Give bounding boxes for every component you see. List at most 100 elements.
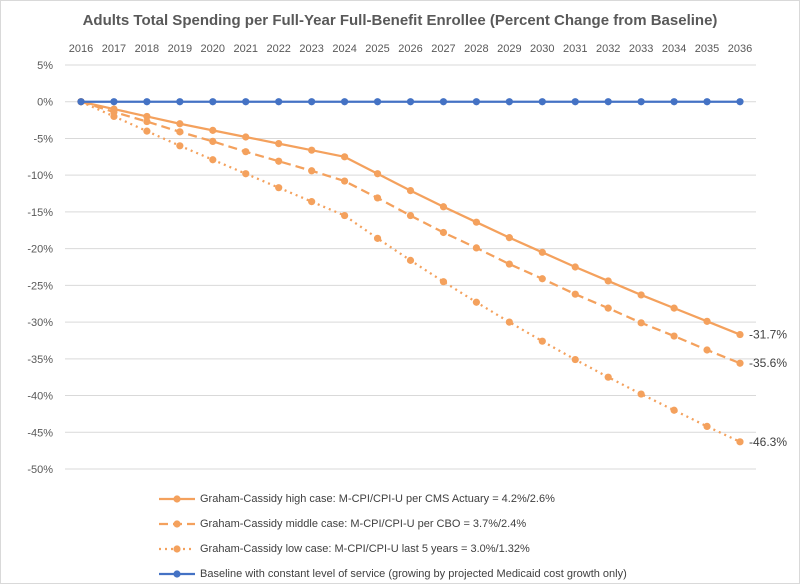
data-point	[538, 337, 546, 345]
x-tick-label: 2027	[431, 43, 455, 55]
data-point	[143, 127, 151, 135]
data-point	[176, 98, 184, 106]
data-point	[341, 98, 349, 106]
x-tick-label: 2022	[266, 43, 290, 55]
x-tick-label: 2016	[69, 43, 93, 55]
data-point	[538, 248, 546, 256]
data-point	[439, 98, 448, 106]
data-point	[670, 304, 678, 312]
data-point	[176, 142, 184, 150]
legend-item: Graham-Cassidy middle case: M-CPI/CPI-U …	[158, 511, 778, 536]
data-point	[703, 346, 711, 354]
data-point	[406, 256, 415, 264]
data-point	[736, 330, 744, 339]
data-point	[736, 359, 744, 367]
legend-swatch	[159, 494, 195, 503]
y-tick-label: -45%	[27, 427, 53, 439]
data-point	[176, 128, 184, 136]
x-tick-label: 2033	[629, 43, 653, 55]
data-point	[505, 98, 513, 106]
data-point	[308, 98, 316, 106]
x-tick-label: 2025	[365, 43, 389, 55]
data-point	[604, 373, 612, 381]
data-point	[571, 355, 579, 364]
data-point	[670, 332, 678, 340]
data-point	[242, 148, 250, 156]
y-tick-label: -50%	[27, 464, 53, 476]
data-point	[341, 177, 349, 185]
y-tick-label: -15%	[27, 207, 53, 219]
data-point	[176, 120, 184, 128]
data-point	[406, 98, 415, 106]
legend-swatch-marker	[173, 544, 181, 553]
data-point	[439, 278, 448, 286]
data-point	[637, 319, 645, 327]
legend-swatch-marker	[173, 569, 181, 578]
data-point	[571, 290, 579, 298]
data-point	[505, 318, 513, 326]
legend-swatch	[159, 544, 195, 553]
legend-label: Graham-Cassidy middle case: M-CPI/CPI-U …	[200, 517, 527, 530]
data-point	[571, 263, 579, 271]
legend-swatch	[159, 569, 195, 578]
y-tick-label: -25%	[27, 280, 53, 292]
x-tick-label: 2018	[135, 43, 159, 55]
y-tick-label: -20%	[27, 244, 53, 256]
legend-item: Graham-Cassidy high case: M-CPI/CPI-U pe…	[158, 486, 778, 511]
x-tick-label: 2029	[497, 43, 521, 55]
y-tick-label: 0%	[37, 97, 53, 109]
data-point	[505, 260, 513, 268]
data-point	[406, 187, 415, 195]
data-point	[209, 137, 217, 145]
data-point	[143, 117, 151, 126]
data-point	[341, 153, 349, 161]
data-point	[110, 112, 118, 121]
data-point	[736, 438, 744, 446]
data-point	[472, 298, 480, 306]
legend-swatch	[159, 519, 195, 528]
data-point	[308, 167, 316, 175]
data-point	[439, 228, 448, 237]
data-point	[736, 98, 744, 106]
x-tick-label: 2032	[596, 43, 620, 55]
data-point	[637, 390, 645, 398]
x-tick-label: 2028	[464, 43, 488, 55]
x-tick-label: 2030	[530, 43, 554, 55]
data-point	[505, 234, 513, 242]
data-label: -35.6%	[749, 356, 787, 370]
data-point	[406, 211, 415, 220]
data-point	[472, 218, 480, 226]
data-point	[341, 211, 349, 220]
data-point	[209, 156, 217, 164]
x-tick-label: 2021	[234, 43, 258, 55]
data-point	[637, 291, 645, 299]
legend-label: Graham-Cassidy high case: M-CPI/CPI-U pe…	[200, 492, 555, 505]
series-line-2	[80, 100, 741, 365]
legend-label: Graham-Cassidy low case: M-CPI/CPI-U las…	[200, 542, 530, 555]
data-point	[242, 133, 250, 141]
data-point	[670, 98, 678, 106]
data-point	[373, 170, 382, 178]
y-tick-label: -5%	[33, 133, 53, 145]
data-point	[571, 98, 579, 106]
data-label: -46.3%	[749, 435, 787, 449]
data-point	[143, 112, 151, 121]
x-tick-label: 2034	[662, 43, 686, 55]
data-point	[242, 170, 250, 178]
data-point	[670, 406, 678, 414]
data-point	[472, 244, 480, 252]
chart-legend: Graham-Cassidy high case: M-CPI/CPI-U pe…	[158, 486, 778, 586]
legend-label: Baseline with constant level of service …	[200, 567, 627, 580]
x-tick-label: 2024	[332, 43, 356, 55]
y-tick-label: -40%	[27, 391, 53, 403]
chart-title: Adults Total Spending per Full-Year Full…	[82, 12, 718, 29]
y-tick-label: 5%	[37, 60, 53, 72]
data-point	[604, 277, 612, 285]
x-tick-label: 2036	[728, 43, 752, 55]
legend-item: Graham-Cassidy low case: M-CPI/CPI-U las…	[158, 536, 778, 561]
data-point	[275, 98, 283, 106]
data-point	[110, 98, 118, 106]
data-point	[439, 203, 448, 211]
